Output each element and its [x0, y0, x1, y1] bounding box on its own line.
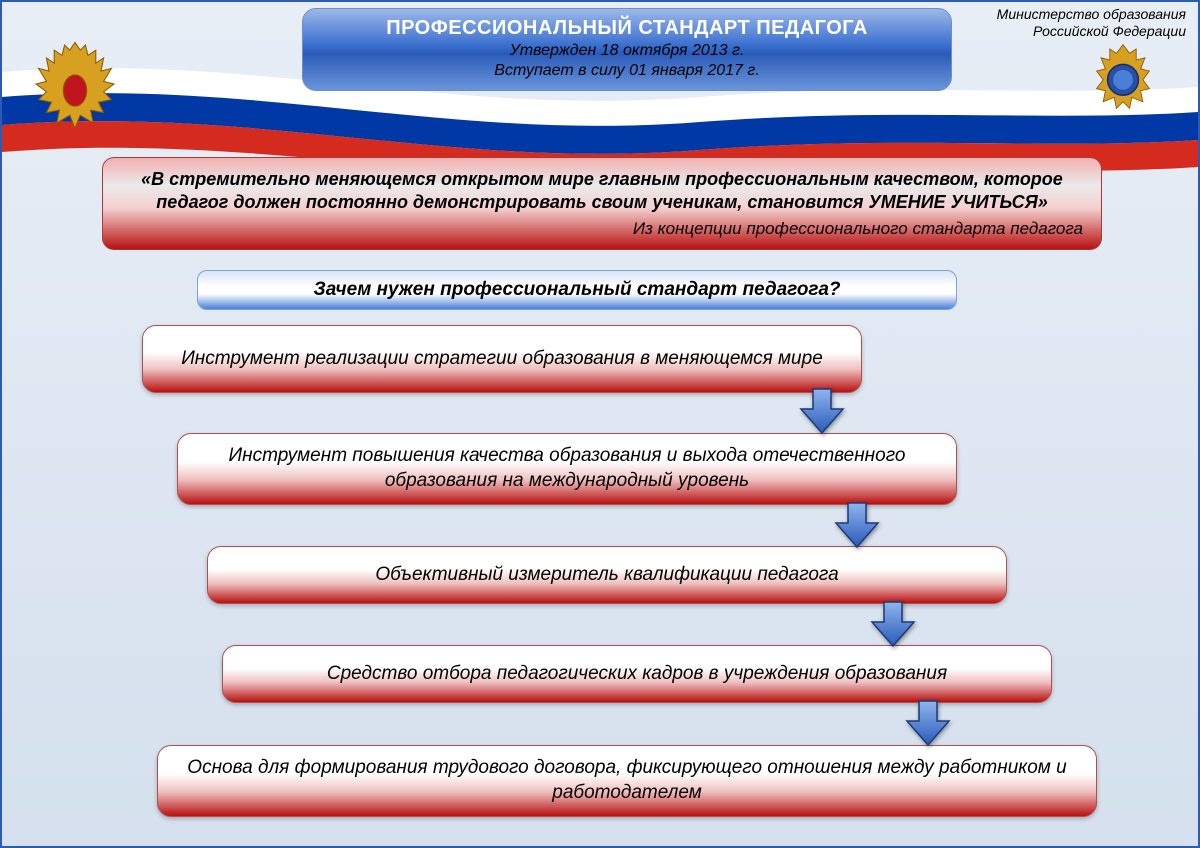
- flow-arrow-3: [870, 600, 916, 648]
- ministry-emblem-icon: [1068, 38, 1178, 148]
- flow-step-5: Основа для формирования трудового догово…: [157, 745, 1097, 817]
- ministry-line1: Министерство образования: [997, 6, 1186, 23]
- flow-step-text: Объективный измеритель квалификации педа…: [375, 563, 838, 588]
- flow-arrow-4: [905, 699, 951, 747]
- flow-step-2: Инструмент повышения качества образовани…: [177, 433, 957, 505]
- ministry-label: Министерство образования Российской Феде…: [997, 6, 1186, 40]
- flow-arrow-2: [834, 501, 880, 549]
- title-main: ПРОФЕССИОНАЛЬНЫЙ СТАНДАРТ ПЕДАГОГА: [319, 17, 935, 40]
- flow-step-text: Средство отбора педагогических кадров в …: [327, 662, 947, 687]
- title-sub1: Утвержден 18 октября 2013 г.: [319, 42, 935, 60]
- flow-step-1: Инструмент реализации стратегии образова…: [142, 325, 862, 393]
- quote-attribution: Из концепции профессионального стандарта…: [121, 219, 1083, 239]
- quote-banner: «В стремительно меняющемся открытом мире…: [102, 157, 1102, 250]
- flow-step-text: Инструмент реализации стратегии образова…: [181, 347, 823, 372]
- title-sub2: Вступает в силу 01 января 2017 г.: [319, 62, 935, 80]
- flow-step-text: Основа для формирования трудового догово…: [182, 756, 1072, 805]
- section-heading: Зачем нужен профессиональный стандарт пе…: [197, 270, 957, 310]
- flow-step-4: Средство отбора педагогических кадров в …: [222, 645, 1052, 703]
- title-box: ПРОФЕССИОНАЛЬНЫЙ СТАНДАРТ ПЕДАГОГА Утвер…: [302, 8, 952, 91]
- ministry-line2: Российской Федерации: [997, 23, 1186, 40]
- flow-step-3: Объективный измеритель квалификации педа…: [207, 546, 1007, 604]
- flow-step-text: Инструмент повышения качества образовани…: [202, 444, 932, 493]
- russian-coat-of-arms-icon: [10, 32, 140, 162]
- flow-arrow-1: [799, 387, 845, 435]
- quote-text: «В стремительно меняющемся открытом мире…: [121, 168, 1083, 215]
- section-heading-text: Зачем нужен профессиональный стандарт пе…: [314, 279, 841, 301]
